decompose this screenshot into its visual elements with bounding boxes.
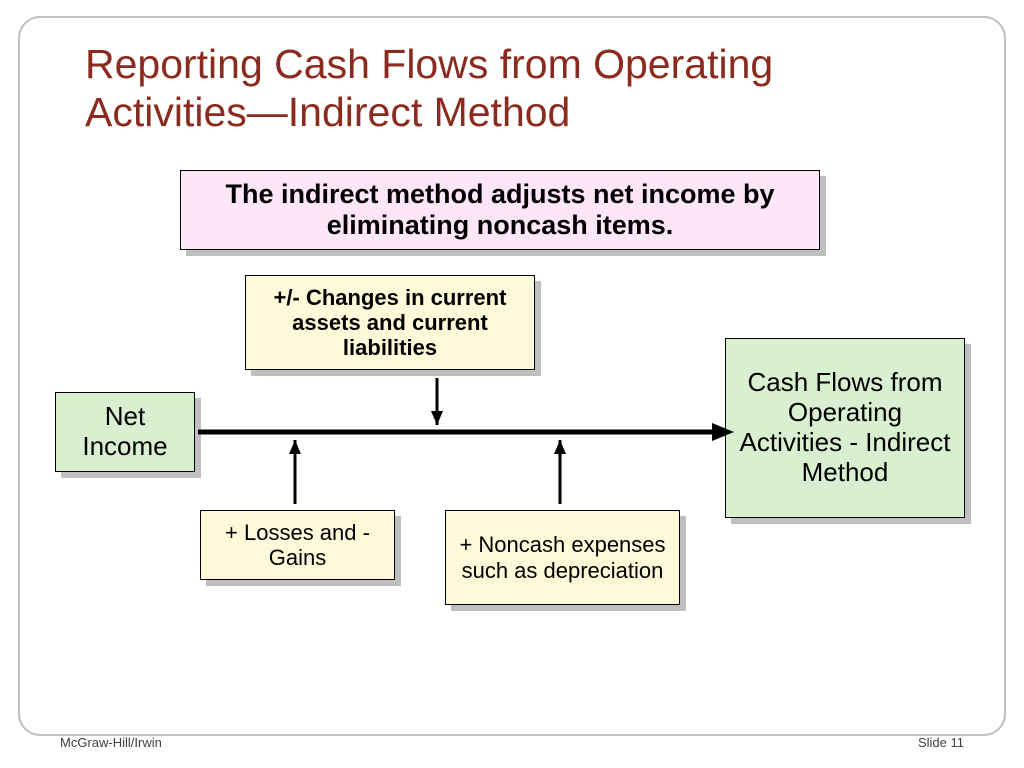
callout-box: The indirect method adjusts net income b… xyxy=(180,170,820,250)
losses-gains-box: + Losses and - Gains xyxy=(200,510,395,580)
net-income-box: Net Income xyxy=(55,392,195,472)
cash-flows-box: Cash Flows from Operating Activities - I… xyxy=(725,338,965,518)
net-income-text: Net Income xyxy=(68,402,182,462)
footer-left: McGraw-Hill/Irwin xyxy=(60,735,162,750)
changes-text: +/- Changes in current assets and curren… xyxy=(258,285,522,361)
noncash-box: + Noncash expenses such as depreciation xyxy=(445,510,680,605)
callout-text: The indirect method adjusts net income b… xyxy=(193,179,807,241)
slide-title: Reporting Cash Flows from Operating Acti… xyxy=(85,40,935,137)
footer-right: Slide 11 xyxy=(918,735,964,750)
losses-gains-text: + Losses and - Gains xyxy=(213,520,382,571)
changes-box: +/- Changes in current assets and curren… xyxy=(245,275,535,370)
slide: Reporting Cash Flows from Operating Acti… xyxy=(0,0,1024,768)
noncash-text: + Noncash expenses such as depreciation xyxy=(458,532,667,583)
cash-flows-text: Cash Flows from Operating Activities - I… xyxy=(738,368,952,488)
